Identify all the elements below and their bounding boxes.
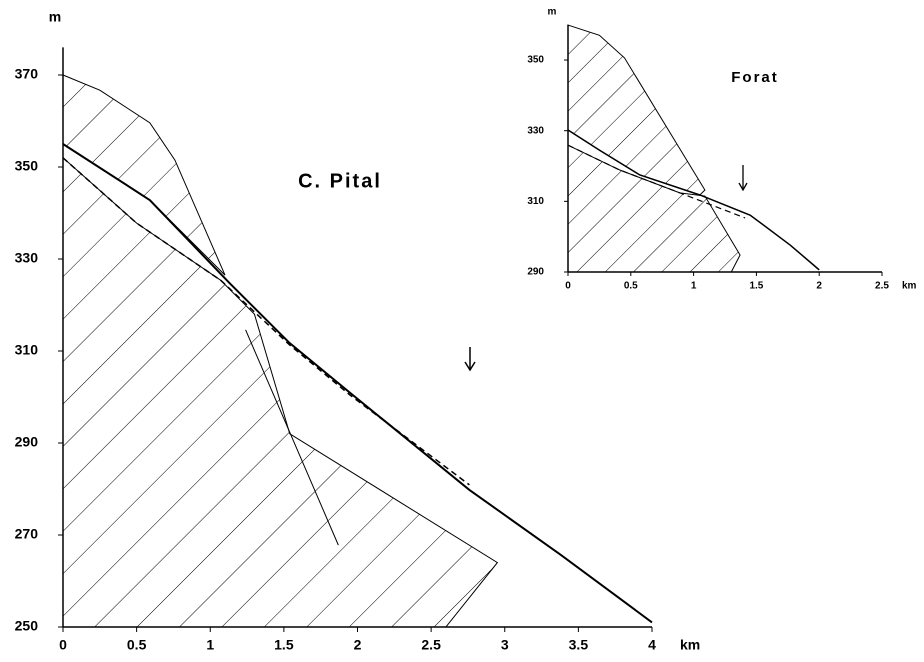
y-tick-label: 250: [15, 618, 39, 634]
y-tick-label: 350: [15, 158, 39, 174]
chart: 290 310 330 350 0 0.5 1 1.5 2 2.5 km m Forat: [527, 7, 916, 292]
y-tick-label: 270: [15, 526, 39, 542]
x-tick-label: 1: [691, 281, 697, 292]
x-axis-label: km: [902, 281, 917, 292]
y-axis-label: m: [49, 9, 61, 25]
x-tick-label: 2: [354, 637, 362, 653]
y-tick-label: 350: [527, 55, 544, 66]
x-tick-label: 2.5: [421, 637, 441, 653]
x-tick-label: 3: [501, 637, 509, 653]
x-tick-label: 0.5: [127, 637, 147, 653]
x-tick-label: 1.5: [749, 281, 763, 292]
y-tick-label: 330: [527, 125, 544, 136]
x-tick-label: 1: [206, 637, 214, 653]
x-tick-label: 0: [565, 281, 571, 292]
arrow: [739, 165, 747, 190]
x-tick-label: 0: [59, 637, 67, 653]
x-tick-label: 2: [816, 281, 822, 292]
x-tick-label: 0.5: [624, 281, 638, 292]
y-tick-label: 310: [527, 196, 544, 207]
y-tick-label: 290: [527, 267, 544, 278]
y-tick-label: 370: [15, 66, 39, 82]
x-axis-label: km: [680, 637, 700, 653]
y-axis-label: m: [548, 7, 557, 18]
x-tick-label: 2.5: [875, 281, 889, 292]
x-tick-label: 1.5: [274, 637, 294, 653]
y-tick-label: 330: [15, 250, 39, 266]
chart-title: Forat: [731, 69, 779, 86]
y-tick-label: 290: [15, 434, 39, 450]
chart-title: C. Pital: [298, 170, 382, 192]
x-tick-label: 3.5: [569, 637, 589, 653]
figure: 250 270 290 310 330 350 370 0 0.5 1 1.5 2 2.5 3 3.5 4 km…: [0, 0, 924, 662]
x-tick-label: 4: [648, 637, 656, 653]
y-tick-label: 310: [15, 342, 39, 358]
hatched-region: [63, 158, 497, 627]
arrow: [465, 347, 475, 370]
